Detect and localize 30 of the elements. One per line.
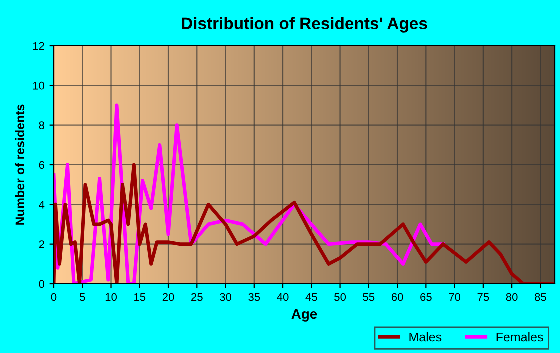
y-tick-label: 10 xyxy=(33,82,45,90)
x-tick-label: 55 xyxy=(363,293,375,302)
x-tick-label: 80 xyxy=(506,293,518,302)
x-tick-label: 60 xyxy=(392,293,404,302)
x-axis-title: Age xyxy=(292,309,318,322)
x-tick-label: 25 xyxy=(192,293,203,302)
x-tick-label: 40 xyxy=(277,293,289,302)
x-tick-label: 45 xyxy=(306,293,318,302)
x-tick-label: 35 xyxy=(248,293,260,302)
x-tick-label: 5 xyxy=(80,293,86,302)
chart-title: Distribution of Residents' Ages xyxy=(182,17,428,33)
y-tick-label: 8 xyxy=(39,122,44,130)
x-tick-label: 50 xyxy=(334,293,346,302)
legend-label: Females xyxy=(496,332,544,342)
y-tick-label: 0 xyxy=(39,280,45,288)
y-tick-label: 12 xyxy=(33,42,44,50)
x-tick-label: 70 xyxy=(449,293,461,302)
legend-label: Males xyxy=(410,332,442,342)
x-tick-label: 65 xyxy=(420,293,432,302)
y-tick-label: 4 xyxy=(39,201,45,209)
y-tick-label: 2 xyxy=(39,240,44,248)
x-tick-label: 10 xyxy=(106,293,118,302)
x-tick-label: 85 xyxy=(534,293,546,302)
x-tick-label: 20 xyxy=(162,293,174,302)
x-tick-label: 30 xyxy=(220,293,232,302)
x-tick-label: 75 xyxy=(478,293,490,302)
x-tick-label: 0 xyxy=(51,293,57,302)
x-tick-label: 15 xyxy=(134,293,146,302)
y-tick-label: 6 xyxy=(39,161,44,170)
y-axis-title: Number of residents xyxy=(15,104,25,225)
